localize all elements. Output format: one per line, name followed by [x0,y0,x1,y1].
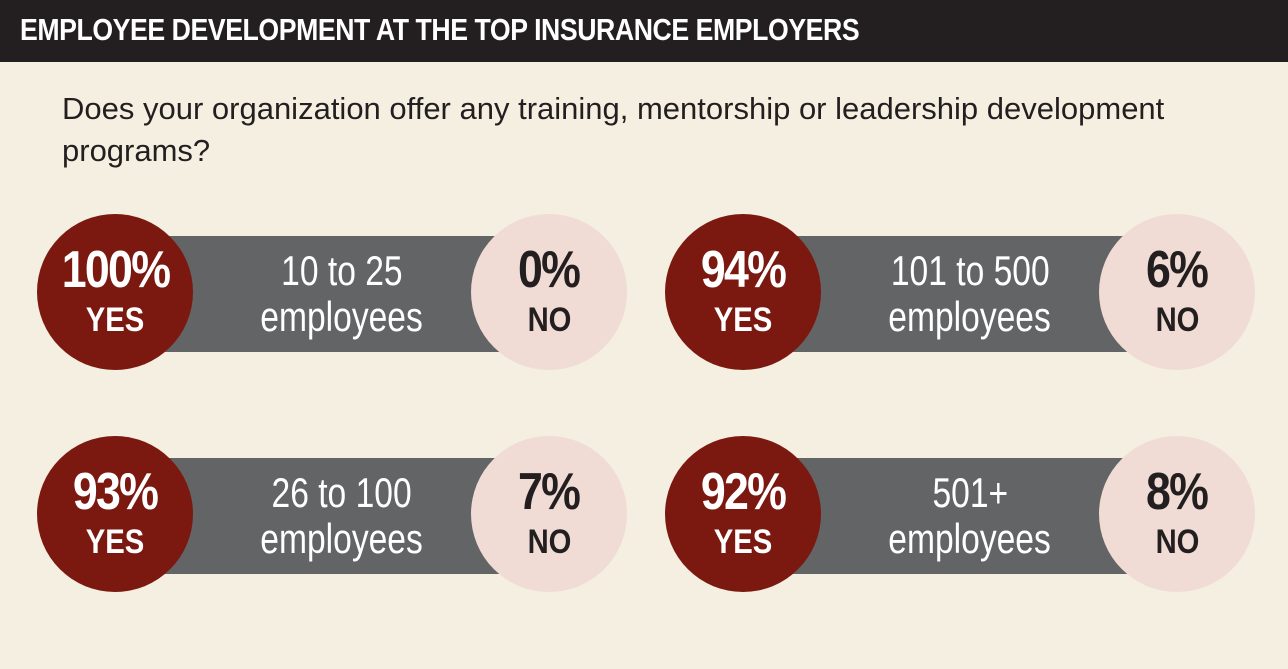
yes-circle: 100% YES [37,214,193,370]
yes-percent: 100% [61,241,170,299]
no-circle: 0% NO [471,214,627,370]
no-label: NO [1155,523,1199,561]
group-range: 501+ [932,469,1008,516]
group-unit: employees [260,293,424,340]
yes-percent: 93% [72,463,159,521]
group-label: 26 to 100 employees [217,458,467,574]
group-label: 10 to 25 employees [217,236,467,352]
stat-group-26-to-100: 93% YES 26 to 100 employees 7% NO [37,436,637,596]
no-percent: 0% [518,241,581,299]
no-percent: 8% [1146,463,1209,521]
group-range: 101 to 500 [890,247,1050,294]
no-label: NO [527,523,571,561]
page-title: EMPLOYEE DEVELOPMENT AT THE TOP INSURANC… [20,12,860,47]
yes-circle: 93% YES [37,436,193,592]
yes-label: YES [713,523,773,561]
no-circle: 6% NO [1099,214,1255,370]
group-unit: employees [888,515,1052,562]
no-circle: 8% NO [1099,436,1255,592]
yes-label: YES [85,523,145,561]
yes-circle: 94% YES [665,214,821,370]
group-label: 501+ employees [845,458,1095,574]
no-label: NO [527,301,571,339]
survey-question: Does your organization offer any trainin… [62,91,1165,168]
yes-label: YES [85,301,145,339]
no-percent: 7% [518,463,581,521]
stat-group-501-plus: 92% YES 501+ employees 8% NO [665,436,1265,596]
stat-group-10-to-25: 100% YES 10 to 25 employees 0% NO [37,214,637,374]
group-unit: employees [260,515,424,562]
yes-percent: 92% [700,463,787,521]
yes-circle: 92% YES [665,436,821,592]
yes-percent: 94% [700,241,787,299]
yes-label: YES [713,301,773,339]
no-circle: 7% NO [471,436,627,592]
group-label: 101 to 500 employees [845,236,1095,352]
group-range: 26 to 100 [271,469,413,516]
no-label: NO [1155,301,1199,339]
header-bar: EMPLOYEE DEVELOPMENT AT THE TOP INSURANC… [0,0,1288,62]
group-range: 10 to 25 [281,247,403,294]
stat-group-101-to-500: 94% YES 101 to 500 employees 6% NO [665,214,1265,374]
no-percent: 6% [1146,241,1209,299]
group-unit: employees [888,293,1052,340]
